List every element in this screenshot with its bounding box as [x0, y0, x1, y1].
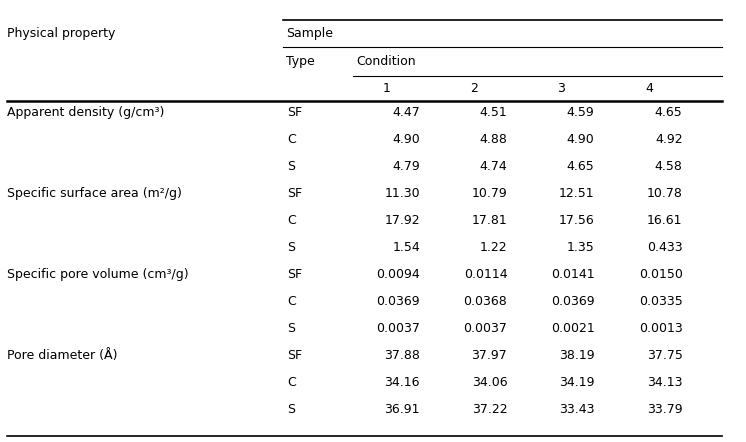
- Text: C: C: [287, 376, 296, 389]
- Text: 34.19: 34.19: [559, 376, 595, 389]
- Text: 37.75: 37.75: [647, 349, 683, 362]
- Text: 11.30: 11.30: [384, 187, 420, 200]
- Text: 4.59: 4.59: [567, 106, 595, 119]
- Text: Condition: Condition: [357, 55, 416, 69]
- Text: 0.0021: 0.0021: [551, 322, 595, 335]
- Text: 4.90: 4.90: [567, 133, 595, 146]
- Text: 2: 2: [470, 82, 477, 95]
- Text: C: C: [287, 214, 296, 227]
- Text: 10.78: 10.78: [647, 187, 683, 200]
- Text: S: S: [287, 241, 295, 254]
- Text: 4.92: 4.92: [655, 133, 683, 146]
- Text: 1.22: 1.22: [480, 241, 507, 254]
- Text: 4.88: 4.88: [480, 133, 507, 146]
- Text: 0.0369: 0.0369: [551, 295, 595, 308]
- Text: Sample: Sample: [286, 27, 333, 40]
- Text: 12.51: 12.51: [559, 187, 595, 200]
- Text: 0.0094: 0.0094: [376, 268, 420, 281]
- Text: 34.16: 34.16: [384, 376, 420, 389]
- Text: 36.91: 36.91: [384, 403, 420, 416]
- Text: 0.0013: 0.0013: [639, 322, 683, 335]
- Text: 33.79: 33.79: [647, 403, 683, 416]
- Text: Specific surface area (m²/g): Specific surface area (m²/g): [7, 187, 182, 200]
- Text: SF: SF: [287, 349, 302, 362]
- Text: C: C: [287, 133, 296, 146]
- Text: 17.92: 17.92: [384, 214, 420, 227]
- Text: SF: SF: [287, 187, 302, 200]
- Text: S: S: [287, 403, 295, 416]
- Text: 38.19: 38.19: [559, 349, 595, 362]
- Text: Pore diameter (Å): Pore diameter (Å): [7, 349, 118, 362]
- Text: 1: 1: [383, 82, 390, 95]
- Text: 10.79: 10.79: [471, 187, 507, 200]
- Text: 17.81: 17.81: [471, 214, 507, 227]
- Text: 17.56: 17.56: [559, 214, 595, 227]
- Text: S: S: [287, 322, 295, 335]
- Text: Apparent density (g/cm³): Apparent density (g/cm³): [7, 106, 165, 119]
- Text: 37.88: 37.88: [384, 349, 420, 362]
- Text: 1.35: 1.35: [567, 241, 595, 254]
- Text: 37.22: 37.22: [471, 403, 507, 416]
- Text: 4.51: 4.51: [480, 106, 507, 119]
- Text: 1.54: 1.54: [392, 241, 420, 254]
- Text: 34.06: 34.06: [471, 376, 507, 389]
- Text: Type: Type: [286, 55, 315, 69]
- Text: 0.0141: 0.0141: [551, 268, 595, 281]
- Text: Physical property: Physical property: [7, 27, 116, 40]
- Text: 4.65: 4.65: [655, 106, 683, 119]
- Text: 4.90: 4.90: [392, 133, 420, 146]
- Text: 4: 4: [645, 82, 653, 95]
- Text: 3: 3: [557, 82, 565, 95]
- Text: 4.47: 4.47: [392, 106, 420, 119]
- Text: C: C: [287, 295, 296, 308]
- Text: 4.74: 4.74: [480, 160, 507, 173]
- Text: SF: SF: [287, 106, 302, 119]
- Text: 4.65: 4.65: [567, 160, 595, 173]
- Text: 0.0037: 0.0037: [463, 322, 507, 335]
- Text: 0.0150: 0.0150: [639, 268, 683, 281]
- Text: 0.0037: 0.0037: [376, 322, 420, 335]
- Text: 0.0114: 0.0114: [464, 268, 507, 281]
- Text: 4.58: 4.58: [655, 160, 683, 173]
- Text: 0.0335: 0.0335: [639, 295, 683, 308]
- Text: 0.433: 0.433: [647, 241, 683, 254]
- Text: S: S: [287, 160, 295, 173]
- Text: 0.0369: 0.0369: [377, 295, 420, 308]
- Text: 16.61: 16.61: [647, 214, 683, 227]
- Text: Specific pore volume (cm³/g): Specific pore volume (cm³/g): [7, 268, 189, 281]
- Text: 4.79: 4.79: [392, 160, 420, 173]
- Text: SF: SF: [287, 268, 302, 281]
- Text: 0.0368: 0.0368: [463, 295, 507, 308]
- Text: 37.97: 37.97: [471, 349, 507, 362]
- Text: 34.13: 34.13: [647, 376, 683, 389]
- Text: 33.43: 33.43: [559, 403, 595, 416]
